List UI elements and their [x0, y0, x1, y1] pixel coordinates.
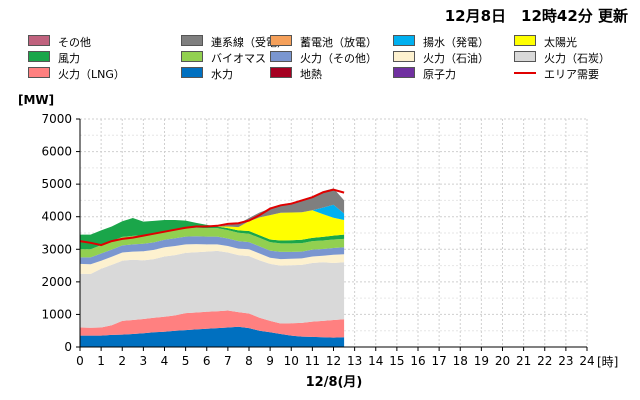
legend-label-biomass: バイオマス	[211, 52, 266, 65]
legend-label-demand: エリア需要	[544, 68, 599, 81]
y-tick-label: 4000	[41, 210, 72, 224]
legend-swatch-pumped	[393, 35, 415, 46]
legend-label-other: その他	[58, 36, 91, 49]
legend-label-lng: 火力（LNG）	[58, 68, 125, 81]
x-tick-label: 8	[245, 354, 253, 368]
legend-label-interconnect: 連系線（受電）	[211, 36, 288, 49]
legend-label-thermal_other: 火力（その他）	[300, 52, 377, 65]
area-lng	[80, 310, 345, 338]
area-hydro	[80, 326, 345, 347]
demand-line	[79, 188, 345, 247]
area-solar	[80, 210, 345, 241]
x-tick-label: 4	[161, 354, 169, 368]
legend-swatch-demand	[514, 72, 536, 74]
x-tick-label: 22	[537, 354, 552, 368]
y-tick-label: 6000	[41, 145, 72, 159]
legend-label-coal: 火力（石炭）	[544, 52, 610, 65]
x-tick-label: 10	[284, 354, 299, 368]
legend-label-battery: 蓄電池（放電）	[300, 36, 377, 49]
legend-label-nuclear: 原子力	[423, 68, 456, 81]
x-tick-label: 18	[453, 354, 468, 368]
x-tick-label: 7	[224, 354, 232, 368]
y-tick-labels: 0 1000 2000 3000 4000 5000 6000 7000	[41, 112, 80, 354]
legend-label-pumped: 揚水（発電）	[423, 36, 489, 49]
x-tick-label: 13	[347, 354, 362, 368]
x-tick-label: 1	[97, 354, 105, 368]
x-tick-label: 19	[474, 354, 489, 368]
y-tick-label: 3000	[41, 242, 72, 256]
legend: その他 連系線（受電） 蓄電池（放電） 揚水（発電） 太陽光風力 バイオマス 火力（その他）…	[28, 33, 628, 87]
area-oil	[80, 244, 345, 274]
x-tick-label: 24	[579, 354, 594, 368]
y-tick-label: 7000	[41, 112, 72, 126]
x-tick-label: 20	[495, 354, 510, 368]
x-tick-label: 2	[118, 354, 126, 368]
legend-swatch-hydro	[181, 67, 203, 78]
x-tick-label: 15	[389, 354, 404, 368]
legend-swatch-other	[28, 35, 50, 46]
stacked-areas	[80, 188, 345, 347]
x-tick-label: 14	[368, 354, 383, 368]
x-tick-label: 0	[76, 354, 84, 368]
legend-swatch-wind	[28, 51, 50, 62]
legend-label-oil: 火力（石油）	[423, 52, 489, 65]
demand-line-group	[79, 188, 345, 247]
legend-swatch-thermal_other	[270, 51, 292, 62]
y-tick-label: 1000	[41, 307, 72, 321]
y-axis-label: [MW]	[18, 93, 54, 107]
x-tick-label: 21	[516, 354, 531, 368]
x-axis-unit: [時]	[597, 355, 618, 369]
y-tick-label: 0	[64, 340, 72, 354]
x-tick-label: 17	[431, 354, 446, 368]
area-interconnect	[80, 188, 345, 235]
legend-label-wind: 風力	[58, 52, 80, 65]
legend-swatch-battery	[270, 35, 292, 46]
x-axis-label: 12/8(月)	[306, 375, 363, 390]
area-wind	[80, 218, 345, 250]
x-tick-label: 16	[410, 354, 425, 368]
legend-swatch-solar	[514, 35, 536, 46]
legend-label-hydro: 水力	[211, 68, 233, 81]
update-timestamp: 12月8日 12時42分 更新	[444, 7, 628, 25]
x-tick-label: 9	[266, 354, 274, 368]
x-tick-label: 6	[203, 354, 211, 368]
legend-swatch-biomass	[181, 51, 203, 62]
legend-swatch-interconnect	[181, 35, 203, 46]
legend-swatch-nuclear	[393, 67, 415, 78]
x-tick-labels: 0 1 2 3 4 5 6 7 8 9 10 11 12 13 14 15 16 17 18 19 20 21 22 23 24	[76, 347, 595, 368]
area-thermal_other	[80, 236, 345, 265]
x-tick-label: 11	[305, 354, 320, 368]
legend-swatch-geothermal	[270, 67, 292, 78]
y-tick-label: 5000	[41, 177, 72, 191]
x-tick-label: 12	[326, 354, 341, 368]
area-coal	[80, 250, 345, 328]
legend-swatch-coal	[514, 51, 536, 62]
legend-label-solar: 太陽光	[544, 36, 577, 49]
x-tick-label: 3	[140, 354, 148, 368]
y-tick-label: 2000	[41, 275, 72, 289]
legend-label-geothermal: 地熱	[300, 68, 322, 81]
x-tick-label: 5	[182, 354, 190, 368]
x-tick-label: 23	[558, 354, 573, 368]
legend-swatch-oil	[393, 51, 415, 62]
legend-swatch-lng	[28, 67, 50, 78]
